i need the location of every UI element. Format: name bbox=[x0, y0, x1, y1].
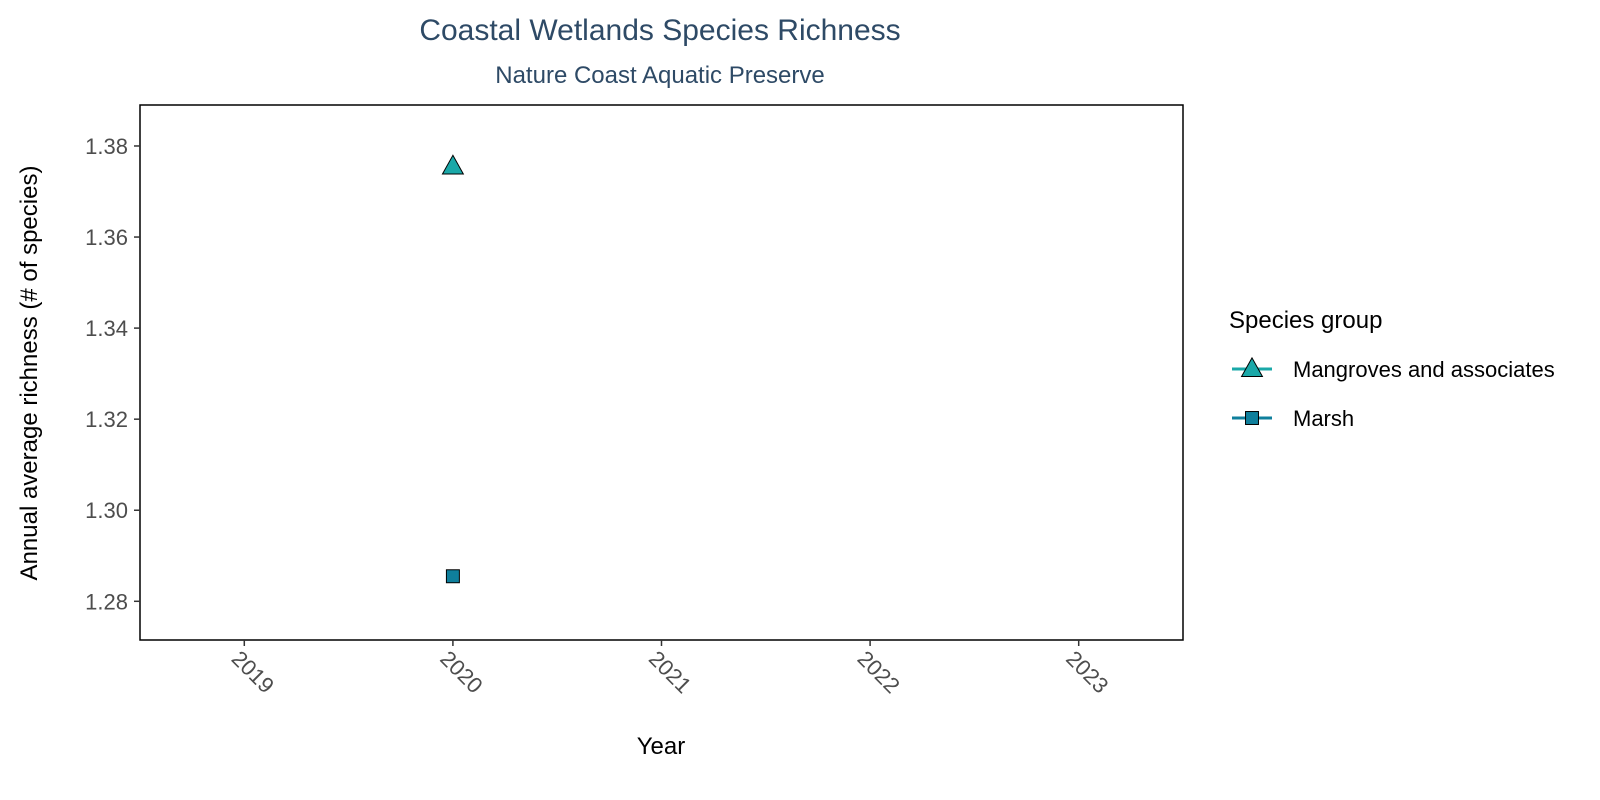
y-tick-label: 1.30 bbox=[85, 498, 128, 523]
legend-key-marker bbox=[1245, 411, 1259, 425]
chart-subtitle: Nature Coast Aquatic Preserve bbox=[495, 62, 825, 89]
y-tick-label: 1.28 bbox=[85, 589, 128, 614]
x-axis-title: Year bbox=[637, 733, 686, 760]
y-axis-title: Annual average richness (# of species) bbox=[16, 166, 43, 581]
x-tick-label: 2021 bbox=[644, 646, 696, 698]
data-points bbox=[441, 154, 465, 584]
y-tick-label: 1.36 bbox=[85, 225, 128, 250]
y-tick-label: 1.32 bbox=[85, 407, 128, 432]
legend-label: Mangroves and associates bbox=[1293, 357, 1555, 382]
x-tick-label: 2019 bbox=[227, 646, 279, 698]
legend-title: Species group bbox=[1229, 307, 1382, 334]
x-tick-label: 2023 bbox=[1061, 646, 1113, 698]
x-tick-label: 2022 bbox=[853, 646, 905, 698]
plot-panel bbox=[139, 104, 1184, 641]
legend-label: Marsh bbox=[1293, 406, 1354, 431]
legend: Species group Mangroves and associatesMa… bbox=[1229, 307, 1555, 431]
legend-key-marker bbox=[1240, 356, 1264, 378]
data-point bbox=[441, 154, 465, 175]
x-tick-label: 2020 bbox=[435, 646, 487, 698]
y-tick-label: 1.34 bbox=[85, 316, 128, 341]
y-axis: 1.28 1.30 1.32 1.34 1.36 1.38 bbox=[85, 134, 140, 614]
chart-title: Coastal Wetlands Species Richness bbox=[419, 14, 900, 47]
y-tick-label: 1.38 bbox=[85, 134, 128, 159]
x-axis: 2019 2020 2021 2022 2023 bbox=[227, 640, 1113, 698]
legend-items: Mangroves and associates Marsh bbox=[1232, 356, 1555, 431]
data-point bbox=[445, 569, 460, 584]
